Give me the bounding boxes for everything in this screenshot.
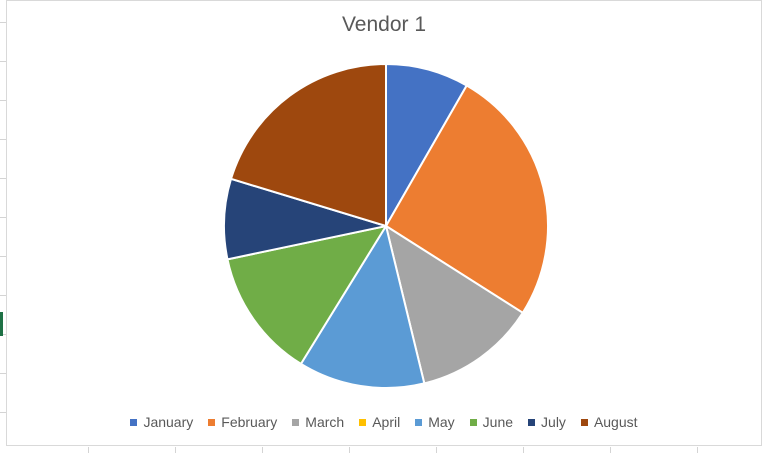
row-gridline (0, 334, 6, 335)
legend-label: July (541, 414, 566, 430)
legend-swatch (292, 418, 300, 426)
row-gridline (0, 373, 6, 374)
legend-label: February (221, 414, 278, 430)
pie-chart[interactable] (7, 1, 763, 447)
row-gridline (0, 256, 6, 257)
column-gridline (175, 447, 176, 453)
legend-item-may[interactable]: May (415, 414, 455, 430)
pie-slice-august[interactable] (229, 62, 387, 228)
legend-swatch (469, 418, 477, 426)
column-gridline (349, 447, 350, 453)
row-gridline (0, 412, 6, 413)
legend-item-march[interactable]: March (292, 414, 344, 430)
row-gridline (0, 217, 6, 218)
legend-swatch (580, 418, 588, 426)
column-gridline (610, 447, 611, 453)
row-gridline (0, 295, 6, 296)
pie-slice-june[interactable] (226, 224, 389, 366)
row-gridline (0, 22, 6, 23)
legend-label: April (372, 414, 401, 430)
legend-swatch (208, 418, 216, 426)
row-gridline (0, 100, 6, 101)
selected-cell-marker (0, 312, 3, 336)
legend-swatch (130, 418, 138, 426)
chart-legend[interactable]: January February March April May June July Augu… (7, 414, 761, 430)
legend-label: June (482, 414, 514, 430)
legend-item-june[interactable]: June (469, 414, 514, 430)
legend-swatch (359, 418, 367, 426)
legend-item-january[interactable]: January (130, 414, 193, 430)
legend-item-february[interactable]: February (208, 414, 277, 430)
pie-slice-may[interactable] (299, 223, 426, 389)
legend-item-april[interactable]: April (359, 414, 400, 430)
pie-slice-march[interactable] (384, 223, 525, 385)
legend-label: March (305, 414, 345, 430)
column-gridline (523, 447, 524, 453)
chart-area[interactable]: Vendor 1 January February March April May Jun… (6, 0, 762, 446)
row-gridline (0, 178, 6, 179)
pie-slice-february[interactable] (384, 84, 549, 315)
legend-item-august[interactable]: August (580, 414, 638, 430)
column-gridline (88, 447, 89, 453)
column-gridline (436, 447, 437, 453)
legend-label: May (428, 414, 455, 430)
row-gridline (0, 139, 6, 140)
legend-swatch (415, 418, 423, 426)
column-gridline (262, 447, 263, 453)
legend-label: January (143, 414, 194, 430)
column-gridline (697, 447, 698, 453)
legend-item-july[interactable]: July (528, 414, 566, 430)
row-gridline (0, 61, 6, 62)
legend-swatch (528, 418, 536, 426)
legend-label: August (593, 414, 638, 430)
chart-title[interactable]: Vendor 1 (341, 13, 427, 36)
